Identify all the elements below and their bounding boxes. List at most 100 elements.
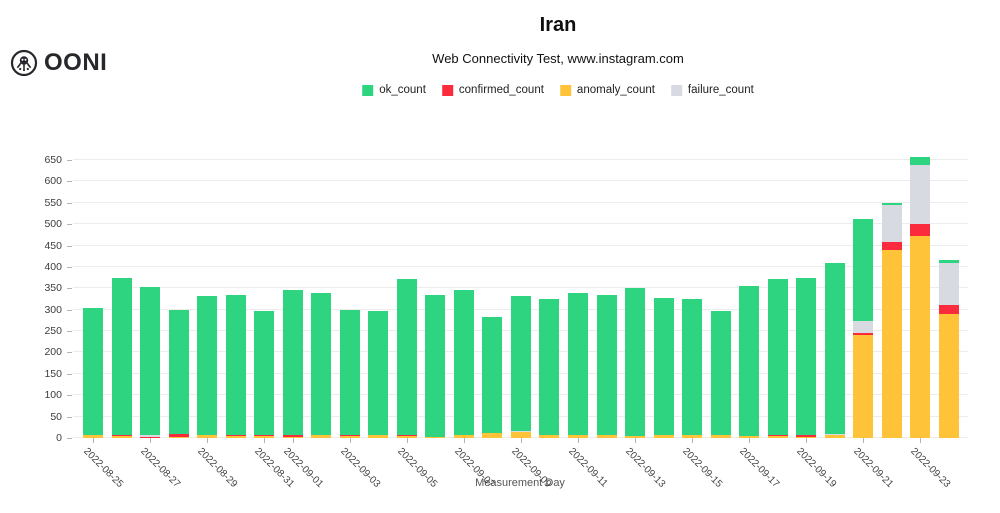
bar-segment-ok_count[interactable] [282, 289, 303, 436]
bar-segment-ok_count[interactable] [824, 263, 845, 434]
bar-2022-09-22[interactable] [881, 202, 902, 438]
bar-segment-anomaly_count[interactable] [311, 435, 332, 438]
bar-segment-ok_count[interactable] [311, 293, 332, 436]
bar-2022-09-18[interactable] [767, 279, 788, 438]
bar-segment-ok_count[interactable] [168, 309, 189, 435]
bar-segment-ok_count[interactable] [453, 289, 474, 436]
legend-item-confirmed_count[interactable]: confirmed_count [441, 84, 544, 96]
bar-segment-confirmed_count[interactable] [767, 435, 788, 436]
bar-segment-ok_count[interactable] [710, 311, 731, 435]
bar-segment-confirmed_count[interactable] [853, 333, 874, 335]
bar-segment-ok_count[interactable] [83, 307, 103, 436]
bar-2022-08-26[interactable] [111, 277, 132, 438]
bar-segment-ok_count[interactable] [197, 296, 218, 436]
bar-segment-ok_count[interactable] [653, 297, 674, 436]
bar-2022-09-01[interactable] [282, 289, 303, 438]
bar-segment-ok_count[interactable] [510, 295, 531, 431]
bar-2022-09-21[interactable] [853, 218, 874, 438]
bar-segment-ok_count[interactable] [111, 277, 132, 436]
bar-segment-anomaly_count[interactable] [910, 235, 931, 438]
bar-segment-anomaly_count[interactable] [824, 435, 845, 438]
bar-segment-confirmed_count[interactable] [282, 435, 303, 437]
bar-2022-09-08[interactable] [482, 317, 503, 438]
bar-segment-failure_count[interactable] [853, 321, 874, 334]
bar-segment-confirmed_count[interactable] [938, 305, 959, 314]
bar-segment-anomaly_count[interactable] [254, 435, 275, 438]
bar-segment-anomaly_count[interactable] [368, 435, 389, 438]
bar-segment-anomaly_count[interactable] [653, 435, 674, 438]
bar-segment-ok_count[interactable] [910, 156, 931, 166]
bar-segment-ok_count[interactable] [225, 295, 246, 436]
bar-2022-08-25[interactable] [83, 307, 103, 438]
bar-segment-ok_count[interactable] [140, 287, 161, 436]
bar-segment-confirmed_count[interactable] [168, 434, 189, 437]
bar-segment-failure_count[interactable] [910, 165, 931, 225]
bar-segment-ok_count[interactable] [425, 295, 446, 437]
bar-segment-failure_count[interactable] [938, 263, 959, 306]
bar-segment-ok_count[interactable] [396, 279, 417, 436]
bar-2022-08-28[interactable] [168, 309, 189, 438]
bar-2022-08-31[interactable] [254, 310, 275, 438]
bar-segment-anomaly_count[interactable] [767, 435, 788, 438]
bar-segment-anomaly_count[interactable] [168, 436, 189, 438]
ooni-logo[interactable]: OONI [10, 49, 107, 77]
bar-segment-ok_count[interactable] [938, 260, 959, 264]
bar-segment-anomaly_count[interactable] [938, 313, 959, 438]
bar-segment-confirmed_count[interactable] [111, 435, 132, 436]
bar-segment-confirmed_count[interactable] [396, 435, 417, 437]
bar-segment-anomaly_count[interactable] [482, 433, 503, 438]
bar-segment-ok_count[interactable] [767, 279, 788, 436]
bar-segment-confirmed_count[interactable] [910, 224, 931, 236]
bar-segment-failure_count[interactable] [881, 205, 902, 243]
bar-segment-ok_count[interactable] [368, 310, 389, 436]
bar-2022-08-30[interactable] [225, 295, 246, 438]
bar-segment-anomaly_count[interactable] [197, 435, 218, 438]
bar-segment-ok_count[interactable] [625, 288, 646, 436]
bar-2022-09-17[interactable] [739, 285, 760, 438]
bar-segment-ok_count[interactable] [482, 317, 503, 434]
bar-2022-08-27[interactable] [140, 287, 161, 438]
legend-item-ok_count[interactable]: ok_count [362, 84, 426, 96]
bar-segment-ok_count[interactable] [596, 295, 617, 436]
bar-segment-confirmed_count[interactable] [881, 242, 902, 250]
bar-segment-anomaly_count[interactable] [625, 435, 646, 438]
legend-item-failure_count[interactable]: failure_count [670, 84, 754, 96]
bar-2022-09-19[interactable] [796, 278, 817, 438]
bar-2022-09-20[interactable] [824, 263, 845, 438]
bar-segment-anomaly_count[interactable] [83, 435, 103, 438]
bar-segment-ok_count[interactable] [739, 285, 760, 436]
bar-segment-anomaly_count[interactable] [396, 436, 417, 438]
bar-segment-confirmed_count[interactable] [225, 435, 246, 436]
bar-2022-09-16[interactable] [710, 311, 731, 438]
bar-segment-confirmed_count[interactable] [539, 434, 560, 436]
bar-segment-anomaly_count[interactable] [796, 436, 817, 438]
bar-segment-anomaly_count[interactable] [425, 436, 446, 438]
bar-2022-09-14[interactable] [653, 297, 674, 438]
bar-segment-ok_count[interactable] [853, 218, 874, 322]
bar-segment-ok_count[interactable] [682, 299, 703, 436]
bar-segment-anomaly_count[interactable] [453, 435, 474, 438]
bar-2022-09-05[interactable] [396, 279, 417, 438]
bar-segment-ok_count[interactable] [568, 293, 588, 436]
bar-2022-09-12[interactable] [596, 295, 617, 438]
bar-2022-09-23[interactable] [910, 156, 931, 438]
bar-2022-09-10[interactable] [539, 299, 560, 438]
bar-segment-ok_count[interactable] [881, 202, 902, 206]
bar-segment-anomaly_count[interactable] [710, 435, 731, 438]
bar-2022-09-07[interactable] [453, 289, 474, 438]
bar-2022-09-06[interactable] [425, 295, 446, 438]
bar-segment-anomaly_count[interactable] [339, 435, 360, 438]
bar-segment-ok_count[interactable] [539, 299, 560, 435]
bar-segment-anomaly_count[interactable] [282, 436, 303, 438]
bar-segment-confirmed_count[interactable] [140, 436, 161, 438]
bar-segment-anomaly_count[interactable] [853, 334, 874, 438]
bar-segment-failure_count[interactable] [824, 433, 845, 436]
bar-segment-anomaly_count[interactable] [739, 435, 760, 438]
bar-segment-failure_count[interactable] [140, 435, 161, 437]
bar-2022-09-09[interactable] [510, 295, 531, 438]
bar-segment-ok_count[interactable] [339, 309, 360, 436]
bar-segment-ok_count[interactable] [254, 310, 275, 436]
bar-2022-09-02[interactable] [311, 293, 332, 438]
bar-segment-anomaly_count[interactable] [225, 435, 246, 438]
bar-segment-anomaly_count[interactable] [568, 435, 588, 438]
